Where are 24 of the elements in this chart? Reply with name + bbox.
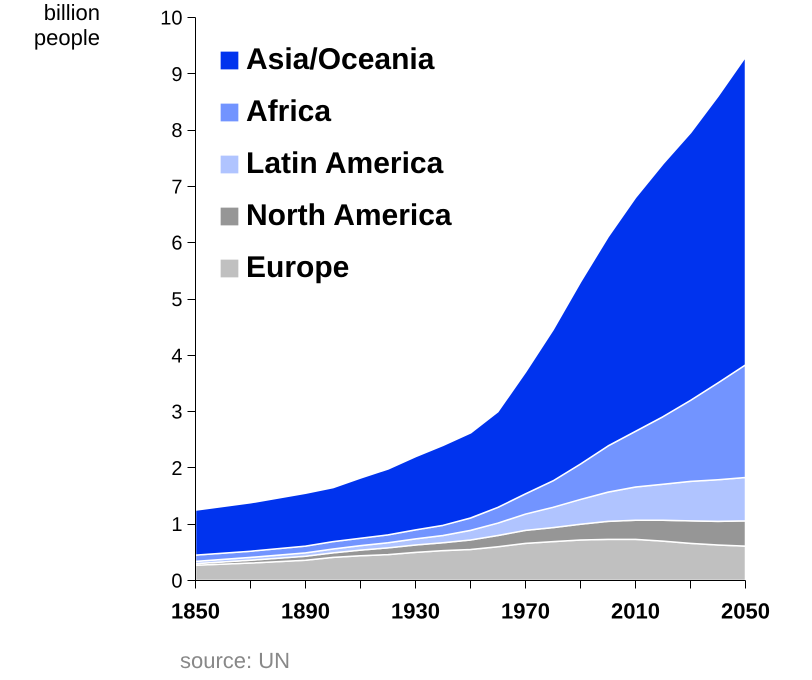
y-tick-label: 1 <box>171 514 182 536</box>
x-tick-label: 1930 <box>391 598 440 624</box>
legend-label: Africa <box>246 94 332 130</box>
x-tick-label: 2010 <box>611 598 660 624</box>
y-tick-label: 7 <box>171 176 182 198</box>
y-tick-label: 10 <box>160 8 183 30</box>
legend-label: Asia/Oceania <box>246 42 434 78</box>
legend-label: Latin America <box>246 146 444 182</box>
x-tick-label: 1970 <box>501 598 550 624</box>
y-axis-title: billion people <box>34 0 100 51</box>
y-tick-label: 0 <box>171 570 182 592</box>
legend-label: North America <box>246 198 452 234</box>
legend-label: Europe <box>246 250 350 286</box>
y-tick-label: 4 <box>171 345 182 368</box>
y-tick-label: 8 <box>171 120 182 142</box>
source-note: source: UN <box>180 647 290 675</box>
x-tick-label: 1850 <box>171 598 220 624</box>
y-tick-label: 5 <box>171 289 182 311</box>
y-tick-label: 2 <box>171 458 182 480</box>
y-tick-label: 3 <box>171 402 182 424</box>
x-tick-label: 2050 <box>721 598 770 624</box>
y-tick-label: 6 <box>171 232 182 255</box>
x-tick-label: 1890 <box>281 598 330 624</box>
y-tick-label: 9 <box>171 64 182 86</box>
